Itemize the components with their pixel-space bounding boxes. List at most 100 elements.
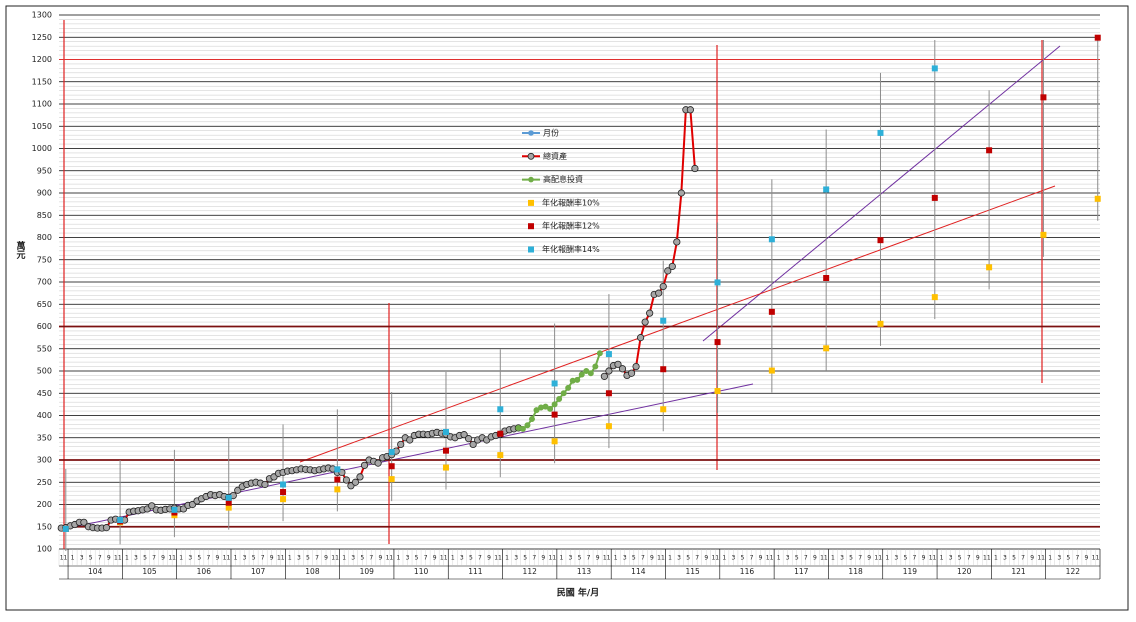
point: [823, 274, 830, 281]
point: [102, 524, 111, 532]
point: [388, 448, 395, 455]
point: [1040, 94, 1047, 101]
point: [442, 464, 449, 471]
x-tick-label: 1: [125, 555, 129, 562]
point: [469, 440, 477, 449]
point: [768, 236, 775, 243]
x-tick-label: 3: [1057, 555, 1061, 562]
point: [1094, 195, 1101, 202]
year-label: 115: [685, 567, 700, 576]
x-tick-label: 3: [188, 555, 192, 562]
point: [823, 186, 830, 193]
x-tick-label: 9: [541, 555, 545, 562]
x-tick-label: 3: [894, 555, 898, 562]
x-tick-label: 3: [514, 555, 518, 562]
x-tick-label: 11: [168, 555, 176, 562]
x-tick-label: 3: [406, 555, 410, 562]
point: [360, 461, 369, 469]
year-label: 116: [740, 567, 755, 576]
grid: [59, 14, 1100, 550]
x-tick-label: 3: [840, 555, 844, 562]
x-tick-label: 3: [623, 555, 627, 562]
x-tick-label: 11: [766, 555, 774, 562]
x-tick-label: 7: [587, 555, 591, 562]
point: [280, 489, 287, 496]
point: [986, 147, 993, 154]
y-tick-label: 750: [37, 255, 52, 264]
x-tick-label: 11: [983, 555, 991, 562]
y-tick-label: 150: [37, 522, 52, 531]
point: [614, 360, 622, 368]
point: [225, 504, 232, 511]
x-tick-label: 9: [270, 555, 274, 562]
x-tick-label: 11: [874, 555, 882, 562]
x-tick-label: 9: [813, 555, 817, 562]
point: [714, 339, 721, 346]
point: [668, 262, 676, 271]
point: [673, 238, 681, 246]
point: [565, 384, 572, 391]
y-tick-label: 200: [37, 500, 52, 509]
x-tick-label: 5: [741, 555, 745, 562]
point: [646, 309, 654, 317]
legend-label: 總資產: [543, 151, 567, 161]
x-tick-label: 5: [415, 555, 419, 562]
y-axis-label: 萬元: [15, 240, 26, 260]
point: [497, 452, 504, 459]
x-tick-label: 5: [197, 555, 201, 562]
point: [627, 369, 636, 377]
legend-label: 年化報酬率14%: [542, 244, 600, 254]
x-tick-label: 7: [967, 555, 971, 562]
point: [877, 237, 884, 244]
point: [497, 430, 504, 437]
x-tick-label: 9: [107, 555, 111, 562]
x-tick-label: 7: [1075, 555, 1079, 562]
y-tick-label: 450: [37, 389, 52, 398]
x-tick-label: 5: [686, 555, 690, 562]
legend-marker: [527, 152, 535, 160]
x-tick-label: 7: [478, 555, 482, 562]
point: [62, 525, 69, 532]
x-tick-label: 9: [161, 555, 165, 562]
x-tick-label: 11: [603, 555, 611, 562]
point: [342, 476, 351, 484]
point: [578, 371, 585, 378]
x-tick-label: 9: [378, 555, 382, 562]
x-tick-label: 7: [695, 555, 699, 562]
x-tick-label: 5: [903, 555, 907, 562]
point: [334, 486, 341, 493]
legend-marker: [528, 130, 534, 136]
year-label: 120: [957, 567, 972, 576]
year-label: 109: [360, 567, 375, 576]
x-tick-label: 7: [913, 555, 917, 562]
point: [280, 496, 287, 503]
legend-marker: [528, 176, 534, 183]
legend-marker: [528, 199, 534, 206]
point: [225, 499, 232, 506]
point: [533, 407, 540, 414]
point: [388, 463, 395, 470]
point: [465, 435, 473, 443]
x-tick-label: 7: [98, 555, 102, 562]
x-tick-label: 7: [750, 555, 754, 562]
point: [931, 65, 938, 72]
x-tick-label: 11: [929, 555, 937, 562]
y-tick-label: 1250: [32, 33, 52, 42]
x-tick-label: 3: [949, 555, 953, 562]
legend-marker: [528, 223, 534, 230]
point: [660, 406, 667, 413]
x-tick-label: 1: [614, 555, 618, 562]
point: [551, 438, 558, 445]
year-label: 107: [251, 567, 266, 576]
x-tick-label: 3: [80, 555, 84, 562]
point: [519, 425, 526, 432]
y-tick-label: 1050: [32, 122, 52, 131]
point: [225, 494, 232, 501]
x-tick-label: 1: [451, 555, 455, 562]
x-tick-label: 7: [641, 555, 645, 562]
point: [659, 282, 667, 291]
x-tick-label: 5: [632, 555, 636, 562]
trend-line: [702, 45, 1061, 342]
point: [877, 129, 884, 136]
point: [1040, 231, 1047, 238]
